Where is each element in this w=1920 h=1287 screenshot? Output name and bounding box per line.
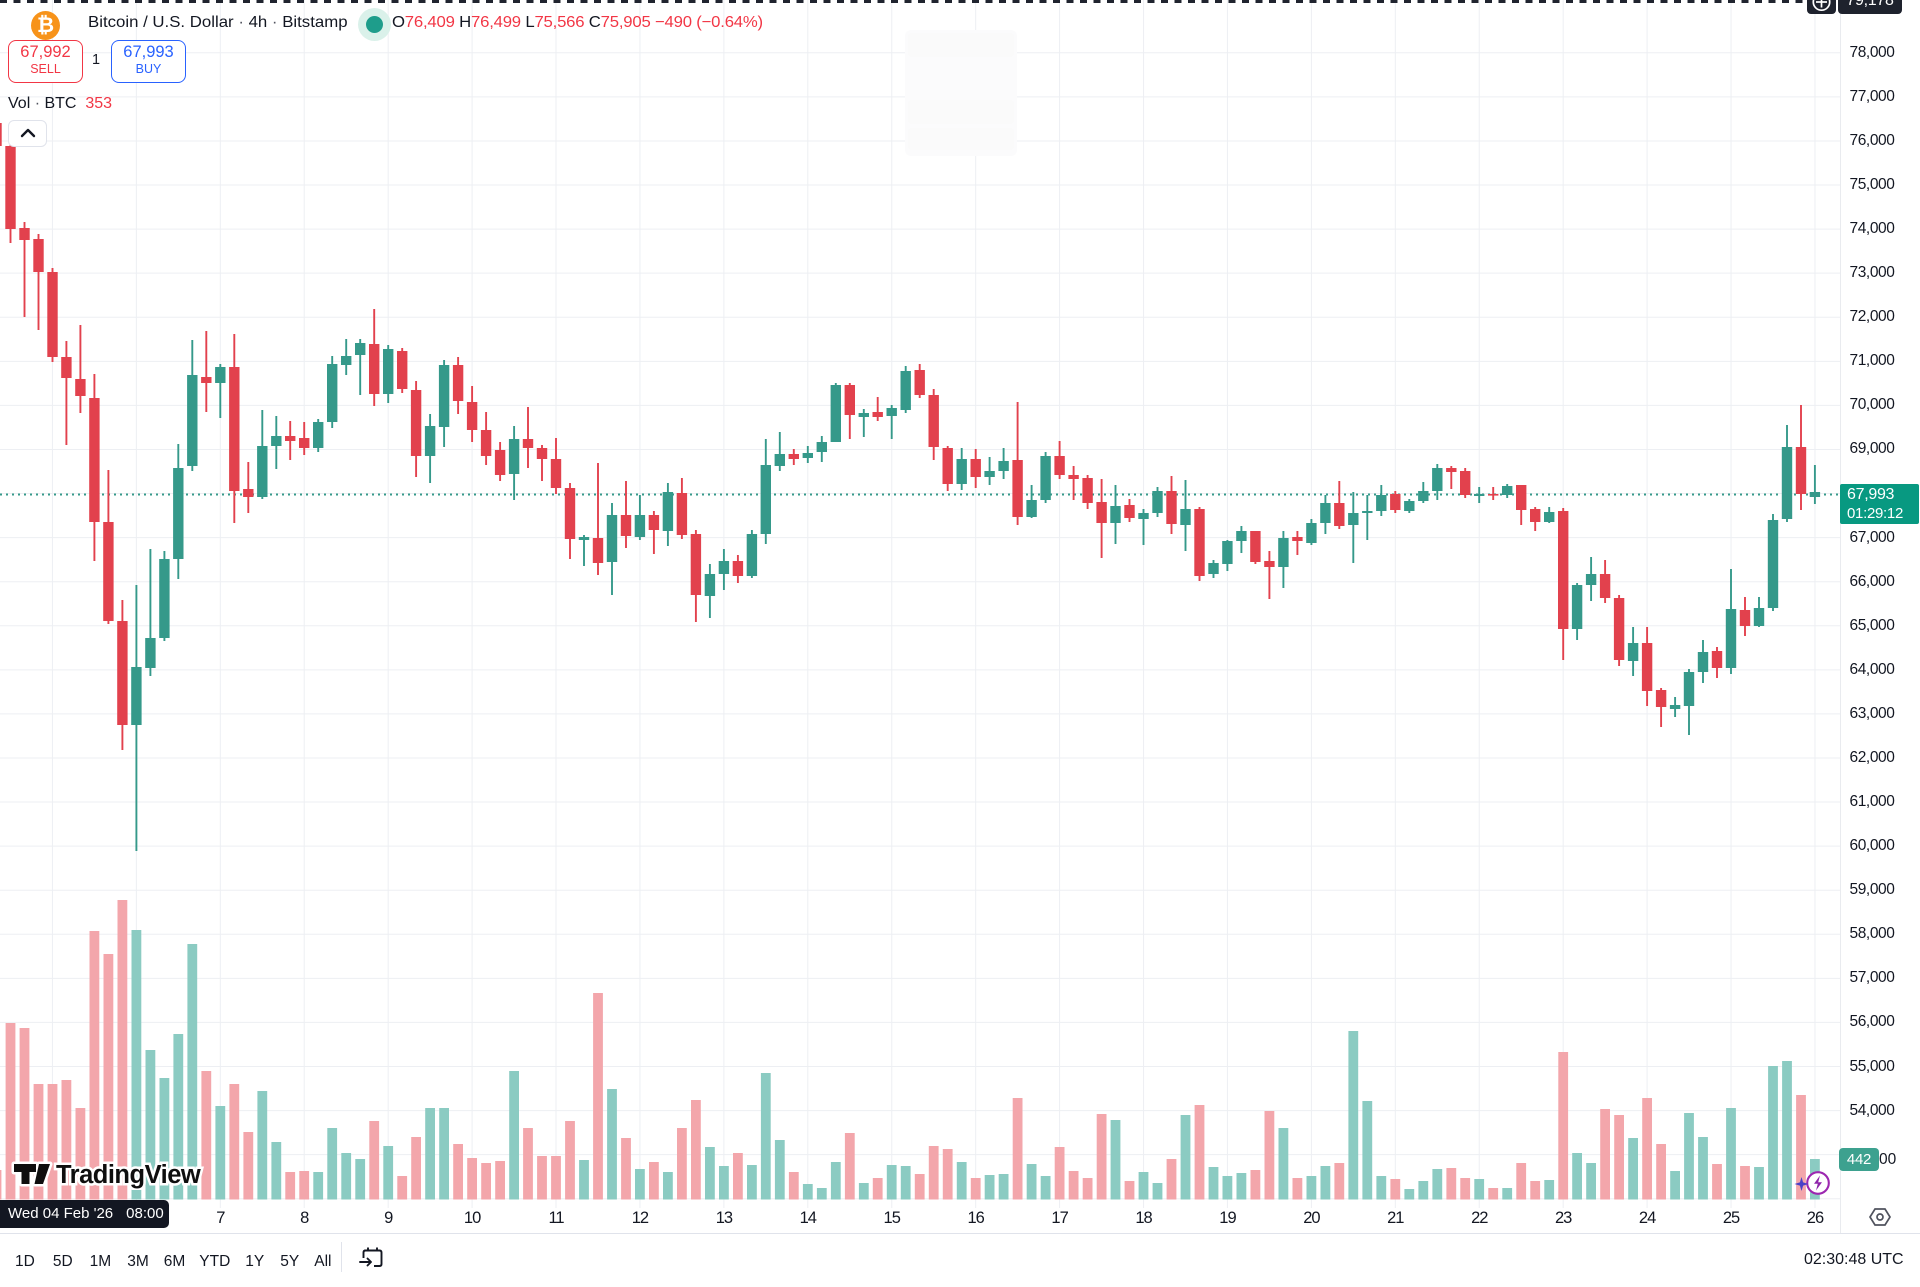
svg-text:TradingView: TradingView	[56, 1161, 201, 1189]
